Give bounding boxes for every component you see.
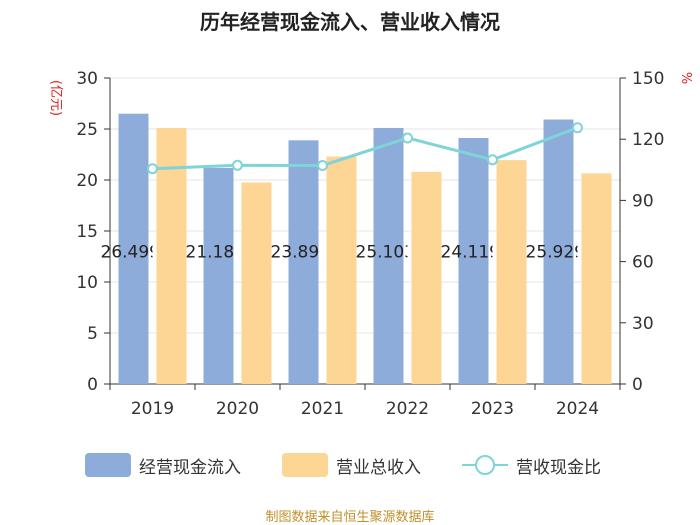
line-layer bbox=[147, 122, 583, 175]
y2-tick-label: 90 bbox=[632, 191, 654, 211]
y2-tick-label: 30 bbox=[632, 314, 654, 334]
source-note: 制图数据来自恒生聚源数据库 bbox=[265, 510, 435, 525]
data-label-cash-inflow: 26.499 bbox=[101, 242, 160, 262]
ratio-line bbox=[152, 126, 579, 171]
y-tick-label: 30 bbox=[76, 69, 98, 89]
ratio-point-2020 bbox=[232, 159, 243, 171]
bar-revenue-2023 bbox=[496, 160, 527, 384]
y-tick-label: 20 bbox=[76, 171, 98, 191]
y-tick-label: 10 bbox=[76, 273, 98, 293]
x-tick-label: 2023 bbox=[471, 399, 514, 419]
y2-axis-title: % bbox=[678, 72, 693, 84]
ratio-point-2023 bbox=[487, 154, 498, 166]
y-tick-label: 0 bbox=[87, 375, 98, 395]
legend-swatch-cash-inflow bbox=[85, 453, 131, 477]
bar-cash-inflow-2022 bbox=[373, 127, 404, 384]
x-tick-label: 2021 bbox=[301, 399, 344, 419]
ratio-point-2019 bbox=[147, 163, 158, 175]
legend-label-cash-inflow: 经营现金流入 bbox=[139, 457, 241, 478]
data-label-cash-inflow: 21.18 bbox=[186, 242, 235, 262]
legend-label-revenue: 营业总收入 bbox=[336, 457, 421, 478]
bar-revenue-2021 bbox=[326, 156, 357, 384]
y-tick-label: 15 bbox=[76, 222, 98, 242]
bar-cash-inflow-2021 bbox=[288, 140, 319, 384]
bar-cash-inflow-2019 bbox=[118, 113, 149, 384]
x-tick-label: 2019 bbox=[131, 399, 174, 419]
y-axis-title: (亿元) bbox=[48, 80, 63, 116]
ratio-point-2021 bbox=[317, 160, 328, 172]
legend-item-ratio[interactable]: 营收现金比 bbox=[462, 450, 601, 480]
y-tick-label: 25 bbox=[76, 120, 98, 140]
ratio-point-2024 bbox=[572, 122, 583, 134]
bar-layer bbox=[118, 113, 612, 384]
legend: 经营现金流入 营业总收入 营收现金比 bbox=[0, 450, 700, 480]
data-label-cash-inflow: 24.119 bbox=[441, 242, 500, 262]
x-tick-label: 2024 bbox=[556, 399, 599, 419]
bar-revenue-2024 bbox=[581, 173, 612, 384]
legend-line-ratio bbox=[462, 453, 508, 477]
legend-item-cash-inflow[interactable]: 经营现金流入 bbox=[85, 450, 241, 480]
ratio-point-2022 bbox=[402, 132, 413, 144]
grid-layer bbox=[110, 77, 620, 334]
chart-title: 历年经营现金流入、营业收入情况 bbox=[200, 10, 500, 34]
x-tick-label: 2020 bbox=[216, 399, 259, 419]
bar-cash-inflow-2023 bbox=[458, 137, 489, 384]
x-tick-label: 2022 bbox=[386, 399, 429, 419]
y2-tick-label: 0 bbox=[632, 375, 643, 395]
data-label-cash-inflow: 25.103 bbox=[356, 242, 415, 262]
y2-tick-label: 120 bbox=[632, 130, 664, 150]
data-label-cash-inflow: 23.89 bbox=[271, 242, 320, 262]
y2-tick-label: 150 bbox=[632, 69, 664, 89]
y2-tick-label: 60 bbox=[632, 253, 654, 273]
axis-layer: 0 5 10 15 20 25 30 0 30 60 90 120 150 (亿元)% 2019 2020 20… bbox=[48, 69, 693, 419]
bar-cash-inflow-2020 bbox=[203, 167, 234, 384]
y-tick-label: 5 bbox=[87, 324, 98, 344]
data-label-cash-inflow: 25.929 bbox=[526, 242, 585, 262]
legend-swatch-revenue bbox=[282, 453, 328, 477]
bar-revenue-2022 bbox=[411, 171, 442, 384]
label-layer: 26.499 21.18 23.89 25.103 24.119 25.929 bbox=[101, 242, 585, 262]
bar-revenue-2019 bbox=[156, 127, 187, 384]
bar-cash-inflow-2024 bbox=[543, 119, 574, 384]
legend-label-ratio: 营收现金比 bbox=[516, 457, 601, 478]
bar-revenue-2020 bbox=[241, 182, 272, 384]
legend-item-revenue[interactable]: 营业总收入 bbox=[282, 450, 421, 480]
